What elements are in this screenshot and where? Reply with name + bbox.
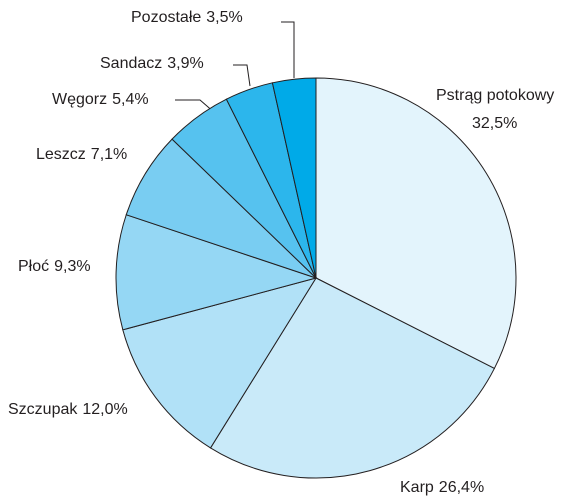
slice-label: Sandacz 3,9% bbox=[100, 55, 204, 72]
slice-name: Sandacz bbox=[100, 55, 162, 72]
slice-name: Pozostałe bbox=[131, 9, 201, 26]
slice-value: 9,3% bbox=[54, 258, 90, 275]
pie-slice bbox=[122, 277, 318, 449]
slice-value: 7,1% bbox=[91, 146, 127, 163]
slice-name: Płoć bbox=[18, 258, 49, 275]
slice-value: 12,0% bbox=[82, 401, 127, 418]
pie-slice bbox=[209, 277, 496, 479]
slice-label: Pozostałe 3,5% bbox=[131, 9, 243, 26]
slice-value: 3,5% bbox=[206, 9, 242, 26]
leader-line bbox=[233, 64, 251, 87]
slice-label: Węgorz 5,4% bbox=[52, 91, 149, 108]
slice-name: Szczupak bbox=[8, 401, 78, 418]
slice-name: Karp bbox=[400, 479, 434, 496]
slice-label: Szczupak 12,0% bbox=[8, 401, 128, 418]
slice-label: Pstrąg potokowy bbox=[436, 87, 554, 104]
leader-line bbox=[281, 21, 295, 78]
slice-value: 26,4% bbox=[439, 479, 484, 496]
slice-label: Karp 26,4% bbox=[400, 479, 484, 496]
slice-value: 3,9% bbox=[167, 55, 203, 72]
slice-label: Leszcz 7,1% bbox=[36, 146, 127, 163]
slice-name: Węgorz bbox=[52, 91, 107, 108]
slice-value: 5,4% bbox=[112, 91, 148, 108]
pie-slice bbox=[315, 77, 517, 370]
pie-slice bbox=[271, 77, 317, 279]
slice-label: Płoć 9,3% bbox=[18, 258, 91, 275]
slice-name: Leszcz bbox=[36, 146, 86, 163]
pie-slice bbox=[115, 214, 318, 331]
slice-value: 32,5% bbox=[472, 115, 517, 132]
